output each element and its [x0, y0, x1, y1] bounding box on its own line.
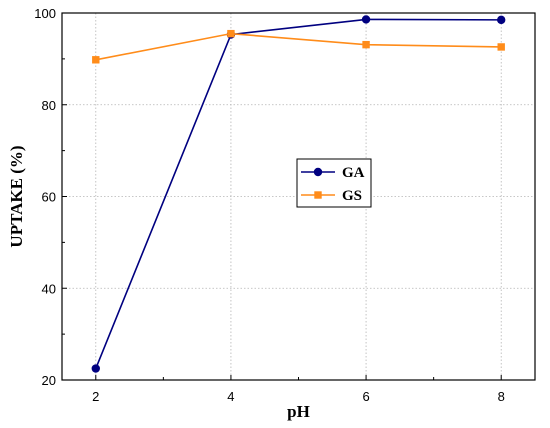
data-point-gs — [362, 40, 370, 49]
legend-label-ga: GA — [342, 165, 365, 181]
y-tick-label: 100 — [34, 6, 56, 21]
legend-marker-ga — [313, 167, 323, 177]
series-line-gs — [95, 32, 502, 61]
y-tick-label: 20 — [42, 373, 56, 388]
data-point-ga — [91, 364, 100, 373]
legend-items: GA GS — [301, 165, 365, 204]
data-point-ga — [497, 15, 506, 25]
y-axis-title: UPTAKE (%) — [7, 145, 26, 247]
legend: GA GS — [296, 158, 372, 208]
data-point-ga — [361, 15, 371, 24]
legend-marker-gs — [314, 191, 322, 199]
tick-layer: 2 4 6 8 20 40 60 80 100 — [34, 6, 505, 404]
y-tick-label: 80 — [42, 98, 56, 113]
legend-label-gs: GS — [342, 188, 362, 204]
x-axis-title: pH — [287, 402, 310, 421]
data-point-gs — [92, 56, 100, 64]
x-tick-label: 6 — [362, 389, 369, 404]
x-tick-label: 4 — [227, 389, 234, 404]
y-tick-label: 60 — [42, 190, 56, 205]
data-point-gs — [497, 43, 505, 51]
legend-box — [296, 158, 372, 208]
x-tick-label: 2 — [92, 389, 99, 404]
series-line-ga — [95, 18, 502, 369]
x-tick-label: 8 — [498, 389, 505, 404]
series-layer — [91, 15, 506, 373]
y-tick-label: 40 — [42, 281, 56, 296]
data-point-gs — [227, 29, 235, 38]
